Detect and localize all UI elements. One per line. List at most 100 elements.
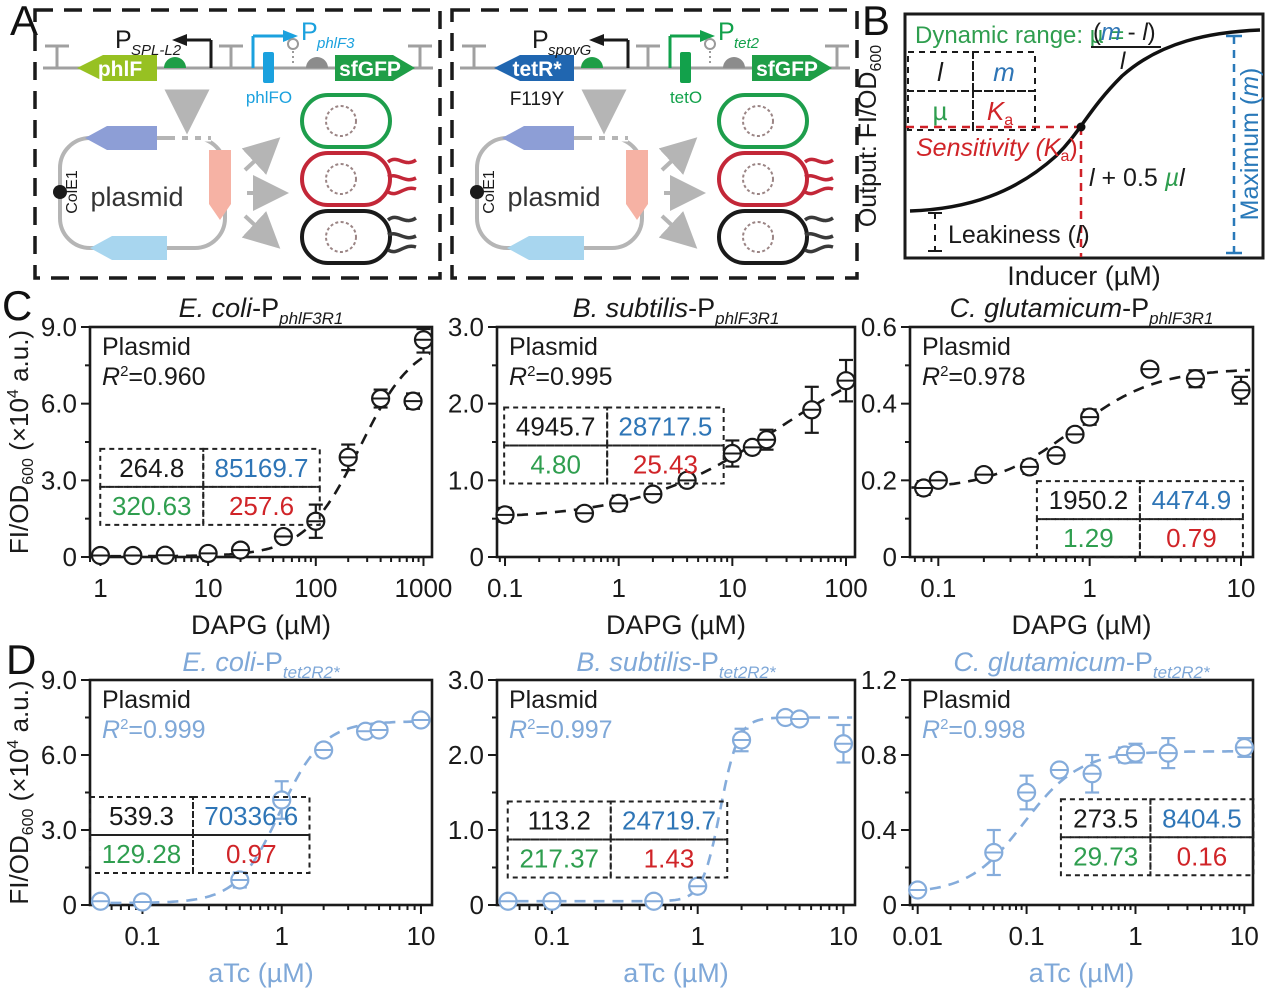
construct-dashed-border <box>450 8 859 280</box>
x-tick-label: 0.01 <box>892 921 943 951</box>
x-tick-label: 100 <box>824 573 867 603</box>
plasmid-label: plasmid <box>507 182 600 212</box>
rbs-icon-green <box>581 57 603 68</box>
x-tick-label: 0.1 <box>124 921 160 951</box>
chart-title: B. subtilis-PphlF3R1 <box>573 293 780 328</box>
data-points <box>90 710 431 912</box>
leakiness-value: 113.2 <box>528 806 591 836</box>
y-tick-label: 2.0 <box>448 740 484 770</box>
y-tick-label: 2.0 <box>448 389 484 419</box>
backbone-gene-arrow-top <box>85 126 157 150</box>
phlf-gene-label: phlF <box>98 58 142 81</box>
chart-cglutamicum-phlf3r1: C. glutamicum-PphlF3R1 0.1 1 10 0 0.2 0.4 0.6 Pl… <box>861 287 1269 641</box>
x-tick-label: 0.1 <box>534 921 570 951</box>
operator-label: phlFO <box>246 88 292 107</box>
leakiness-bracket <box>928 212 942 252</box>
tetr-construct-group: tetR* F119Y P spovG P tet2 tetO sfGFP <box>450 8 859 280</box>
chart-title: C. glutamicum-Ptet2R2* <box>953 647 1211 682</box>
plasmid-annotation: Plasmid <box>922 333 1011 361</box>
y-tick-label: 0.2 <box>861 465 897 495</box>
maximum-dashed-line <box>1226 34 1242 255</box>
y-tick-label: 1.0 <box>448 815 484 845</box>
inducer-molecule-icon <box>704 38 716 50</box>
promoter-rev-icon <box>187 38 213 68</box>
panel-label-c: C <box>2 282 33 329</box>
x-axis-label: aTc (µM) <box>623 958 729 988</box>
y-tick-label: 1.0 <box>448 465 484 495</box>
r-squared-annotation: R2=0.997 <box>509 716 613 744</box>
axis-ticks <box>901 326 1243 566</box>
y-tick-label: 3.0 <box>41 815 77 845</box>
maximum-annotation: Maximum (m) <box>1236 68 1264 221</box>
dynamic-range-value: 29.73 <box>1073 841 1138 871</box>
colE1-origin-dot <box>470 185 484 199</box>
operator-icon <box>263 52 274 83</box>
plot-frame <box>88 325 434 559</box>
parameter-value-box <box>99 447 321 526</box>
cell-green <box>717 93 809 149</box>
tetr-gene-arrow <box>494 55 574 81</box>
sensitivity-value: 0.79 <box>1166 523 1217 553</box>
phlf-gene-arrow <box>77 55 157 81</box>
promoter-rev-sublabel: spovG <box>548 42 592 59</box>
colE1-origin-dot <box>53 185 67 199</box>
y-tick-label: 6.0 <box>41 740 77 770</box>
r-squared-annotation: R2=0.999 <box>102 716 206 744</box>
leakiness-value: 4945.7 <box>516 412 596 442</box>
flagella-icon <box>803 157 834 196</box>
dynamic-range-value: 1.29 <box>1063 523 1114 553</box>
flagella-icon <box>803 215 834 254</box>
x-tick-label: 1000 <box>395 573 453 603</box>
promoter-rev-label: P <box>532 26 549 54</box>
promoter-fwd-icon <box>251 34 283 68</box>
cell-red <box>300 151 417 207</box>
bsubtilis-tet2r2-dose-response-svg: B. subtilis-Ptet2R2* 0.1 1 10 0 1.0 2.0 3.0 Plas… <box>448 647 858 988</box>
data-points <box>914 359 1251 498</box>
legend-maximum: m <box>993 57 1015 87</box>
y-tick-label: 0 <box>883 890 897 920</box>
plot-frame <box>495 325 857 559</box>
sfgfp-gene-label: sfGFP <box>339 58 401 81</box>
tetr-gene-label: tetR* <box>512 58 562 81</box>
operator-icon <box>680 52 691 83</box>
dynamic-range-value: 320.63 <box>112 491 192 521</box>
r-squared-annotation: R2=0.978 <box>922 363 1026 391</box>
parameter-value-box <box>1035 480 1244 559</box>
leakiness-value: 1950.2 <box>1049 485 1129 515</box>
promoter-fwd-sublabel: tet2 <box>734 35 760 52</box>
promoter-fwd-label: P <box>718 18 735 46</box>
promoter-rev-icon <box>604 38 630 68</box>
panel-b-parameter-schematic: l m µ Ka Dynamic range: µ = (m - l) l Se… <box>854 12 1265 291</box>
r-squared-annotation: R2=0.960 <box>102 363 206 391</box>
equation-numerator: (m - l) <box>1093 19 1156 46</box>
plasmid-annotation: Plasmid <box>509 333 598 361</box>
y-tick-label: 9.0 <box>41 665 77 695</box>
y-tick-label: 0.8 <box>861 740 897 770</box>
data-points <box>908 737 1254 900</box>
rbs-icon-gray <box>723 57 745 68</box>
sfgfp-gene-label: sfGFP <box>756 58 818 81</box>
legend-dynamic-range: µ <box>933 96 948 126</box>
y-tick-label: 9.0 <box>41 312 77 342</box>
data-points <box>90 330 434 566</box>
colE1-label: ColE1 <box>481 170 498 214</box>
ecoli-tet2r2-dose-response-svg: E. coli-Ptet2R2* 0.1 1 10 0 3.0 6.0 9.0 PlasmidR… <box>4 647 435 988</box>
leakiness-value: 539.3 <box>109 801 174 831</box>
panel-a-constructs-diagram: phlF P SPL-L2 P phlF3 phlFO <box>33 8 859 280</box>
y-tick-label: 0 <box>470 542 484 572</box>
maximum-value: 8404.5 <box>1162 803 1242 833</box>
promoter-fwd-label: P <box>301 18 318 46</box>
phlf-construct-group: phlF P SPL-L2 P phlF3 phlFO <box>33 8 442 280</box>
y-tick-label: 1.2 <box>861 665 897 695</box>
promoter-rev-sublabel: SPL-L2 <box>131 42 182 59</box>
backbone-gene-arrow-top <box>502 126 574 150</box>
maximum-value: 24719.7 <box>622 806 716 836</box>
maximum-value: 4474.9 <box>1152 485 1232 515</box>
operator-label: tetO <box>670 88 702 107</box>
host-fan-arrows <box>658 137 706 249</box>
x-tick-label: 0.1 <box>920 573 956 603</box>
x-axis-label: Inducer (µM) <box>1007 261 1161 291</box>
sensitivity-value: 257.6 <box>229 491 294 521</box>
backbone-gene-arrow-right <box>209 150 231 220</box>
dynamic-range-equation: Dynamic range: µ = <box>915 22 1124 49</box>
